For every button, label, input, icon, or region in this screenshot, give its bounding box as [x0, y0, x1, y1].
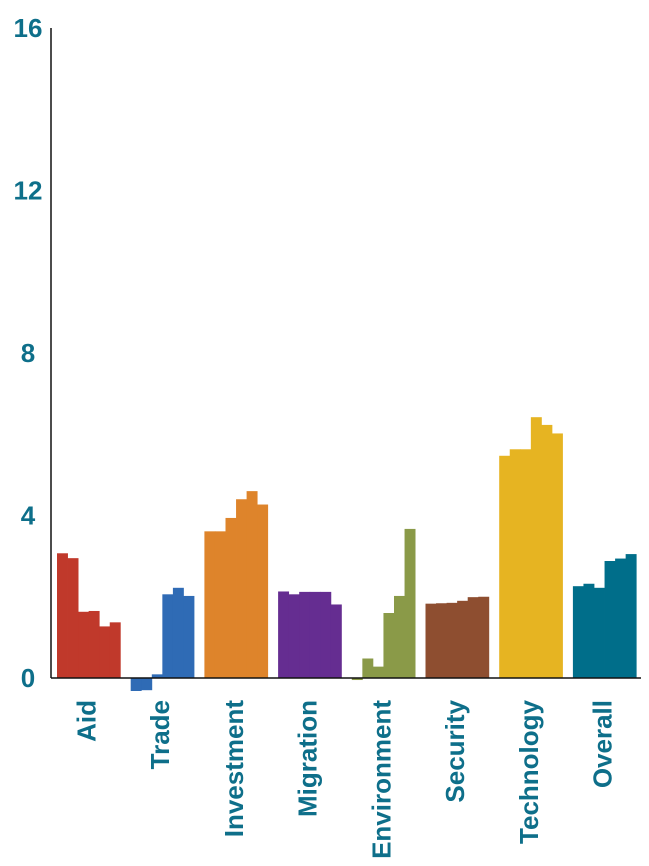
- bar-security-4: [457, 600, 469, 678]
- bar-overall-1: [572, 586, 584, 678]
- bar-aid-5: [99, 626, 111, 678]
- y-tick-label-12: 12: [14, 176, 43, 206]
- bar-environment-6: [404, 528, 416, 678]
- bar-overall-4: [604, 561, 616, 678]
- bar-aid-2: [67, 558, 79, 678]
- x-axis-ticks: Aid Trade Investment Migration Environment Se…: [72, 699, 618, 858]
- x-tick-label-trade: Trade: [145, 700, 175, 769]
- bar-aid-1: [57, 553, 68, 678]
- bar-trade-4: [162, 594, 174, 678]
- bar-technology-1: [499, 455, 511, 678]
- bar-security-1: [425, 603, 437, 678]
- bar-migration-2: [288, 594, 300, 678]
- y-axis-ticks: 0 4 8 12 16: [14, 13, 43, 693]
- bar-environment-5: [394, 595, 405, 678]
- bar-migration-1: [278, 591, 290, 678]
- y-tick-label-4: 4: [21, 501, 36, 531]
- bar-investment-2: [214, 531, 226, 678]
- y-tick-label-0: 0: [21, 663, 35, 693]
- bar-overall-2: [583, 583, 595, 678]
- bar-technology-2: [509, 449, 521, 678]
- bar-security-2: [436, 603, 447, 678]
- bar-aid-6: [109, 622, 121, 678]
- x-tick-label-aid: Aid: [72, 700, 102, 742]
- bar-security-3: [446, 602, 458, 678]
- bar-security-6: [478, 596, 490, 678]
- bar-overall-5: [615, 558, 627, 678]
- x-tick-label-investment: Investment: [219, 700, 249, 838]
- x-tick-label-security: Security: [440, 699, 470, 802]
- bar-overall-3: [594, 587, 605, 678]
- bar-investment-4: [236, 499, 247, 678]
- bars-layer: [57, 417, 637, 691]
- bar-aid-4: [88, 610, 100, 678]
- bar-environment-2: [362, 658, 374, 678]
- x-tick-label-technology: Technology: [514, 699, 544, 844]
- bar-investment-3: [225, 517, 237, 678]
- bar-environment-4: [383, 613, 395, 678]
- bar-migration-4: [309, 591, 321, 679]
- bar-migration-6: [330, 604, 342, 678]
- x-tick-label-environment: Environment: [366, 700, 396, 859]
- bar-technology-3: [520, 449, 532, 678]
- y-tick-label-16: 16: [14, 13, 43, 43]
- bar-technology-4: [530, 417, 542, 678]
- bar-technology-6: [551, 433, 563, 678]
- bar-technology-5: [541, 424, 553, 678]
- bar-aid-3: [78, 611, 90, 678]
- bar-investment-1: [204, 531, 216, 678]
- bar-migration-5: [320, 591, 332, 679]
- bar-security-5: [467, 597, 479, 678]
- bar-environment-1: [351, 678, 363, 681]
- y-tick-label-8: 8: [21, 338, 35, 368]
- bar-trade-3: [151, 674, 163, 678]
- x-tick-label-migration: Migration: [293, 700, 323, 817]
- x-tick-label-overall: Overall: [587, 700, 617, 788]
- bar-migration-3: [299, 591, 311, 679]
- bar-overall-6: [625, 554, 637, 678]
- bar-investment-6: [257, 504, 269, 678]
- bar-environment-3: [372, 666, 384, 679]
- bar-trade-6: [183, 595, 195, 678]
- bar-trade-5: [172, 587, 184, 678]
- bar-investment-5: [246, 491, 258, 679]
- bar-trade-2: [141, 678, 153, 691]
- bar-trade-1: [130, 678, 142, 691]
